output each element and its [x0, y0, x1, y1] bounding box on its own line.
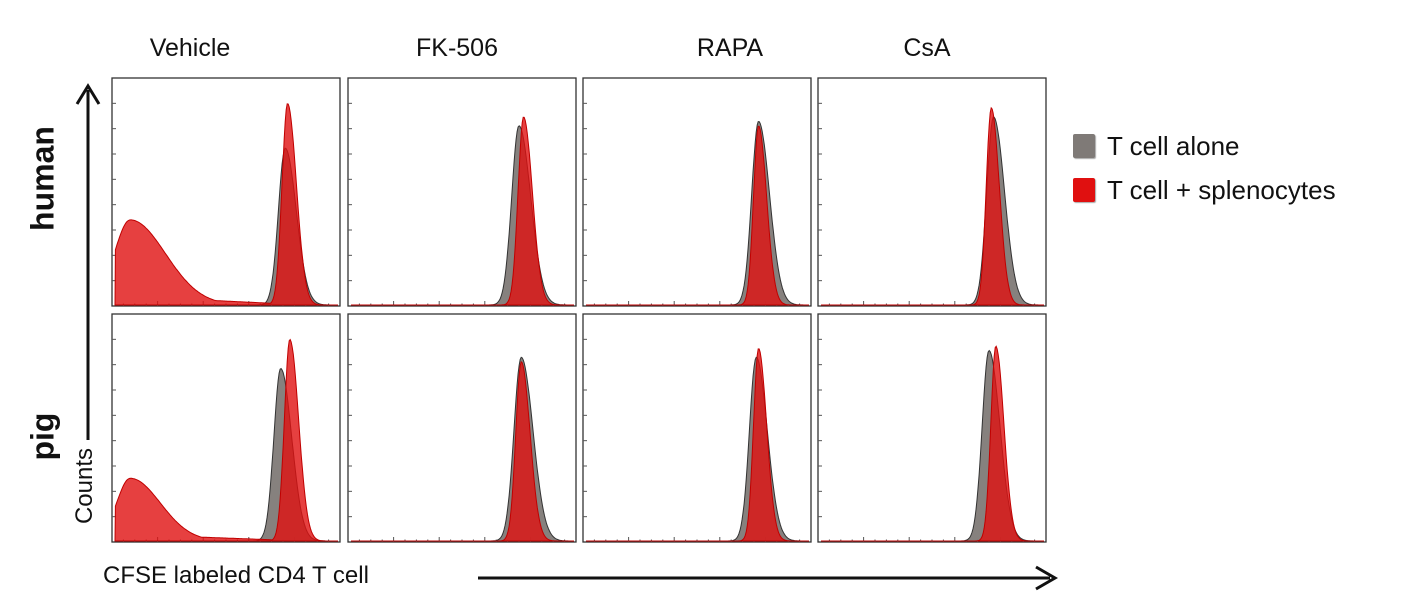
legend-item-t-cell-alone: T cell alone [1073, 124, 1336, 168]
panel-human-fk-506 [347, 77, 577, 307]
panel-human-csa [817, 77, 1047, 307]
column-title-csa: CsA [903, 34, 951, 62]
legend-swatch-red [1073, 178, 1095, 202]
histogram-t-cell-splenocytes [114, 338, 338, 542]
panel-frame [817, 313, 1047, 543]
column-title-rapa: RAPA [696, 34, 764, 62]
panel-human-rapa [582, 77, 812, 307]
panel-pig-fk-506 [347, 313, 577, 543]
histogram-t-cell-splenocytes [586, 348, 809, 542]
panel-pig-vehicle [111, 313, 341, 543]
histogram-t-cell-splenocytes [351, 360, 574, 542]
legend-label: T cell + splenocytes [1107, 174, 1336, 205]
panel-pig-csa [817, 313, 1047, 543]
panel-pig-rapa [582, 313, 812, 543]
x-axis-arrowhead [1035, 565, 1058, 591]
histogram-t-cell-splenocytes [114, 103, 338, 306]
legend-item-t-cell-splenocytes: T cell + splenocytes [1073, 168, 1336, 212]
histogram-t-cell-splenocytes [586, 125, 809, 306]
y-axis-arrowhead [75, 83, 101, 105]
histogram-t-cell-splenocytes [821, 345, 1044, 542]
histogram-t-cell-splenocytes [821, 106, 1044, 306]
panel-frame [347, 77, 577, 307]
legend-label: T cell alone [1107, 130, 1240, 161]
column-title-fk506: FK-506 [416, 34, 498, 62]
x-axis-title: CFSE labeled CD4 T cell [103, 562, 369, 589]
panel-human-vehicle [111, 77, 341, 307]
column-title-vehicle: Vehicle [149, 34, 231, 62]
legend-swatch-gray [1073, 134, 1095, 158]
legend: T cell alone T cell + splenocytes [1073, 124, 1336, 212]
histogram-t-cell-splenocytes [351, 116, 574, 306]
